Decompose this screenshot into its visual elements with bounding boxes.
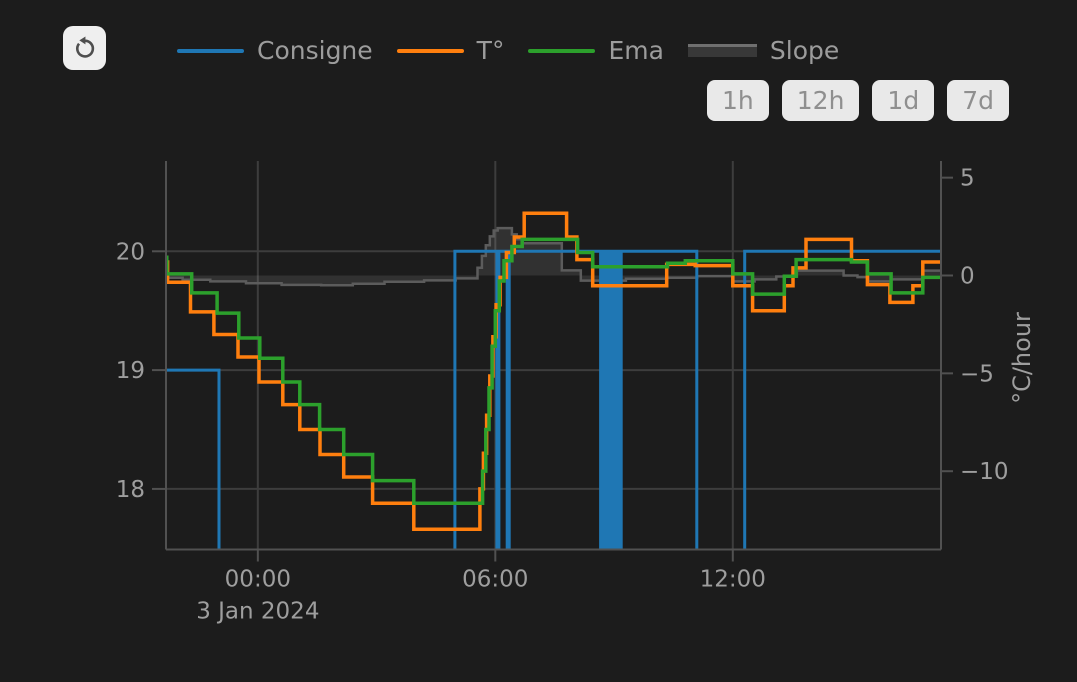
legend-label-consigne: Consigne <box>257 36 373 65</box>
range-button-1h[interactable]: 1h <box>707 80 769 121</box>
x-tick-label: 06:00 <box>462 567 528 593</box>
range-button-12h[interactable]: 12h <box>781 80 860 121</box>
range-button-1d[interactable]: 1d <box>872 80 935 121</box>
y-left-tick-label: 19 <box>116 358 145 384</box>
chart-legend: Consigne T° Ema Slope <box>177 38 863 63</box>
legend-label-ema: Ema <box>608 36 664 65</box>
x-tick-label: 00:00 <box>225 567 291 593</box>
trace-ema[interactable] <box>166 237 941 505</box>
tick-labels: 00:00 3 Jan 2024 06:00 12:00 20 19 18 5 0 −5 −10 <box>116 166 1009 625</box>
right-axis-title: °C/hour <box>1008 312 1036 404</box>
x-tick-date-label: 3 Jan 2024 <box>196 599 319 625</box>
trace-area-slope <box>166 228 941 286</box>
refresh-button[interactable] <box>63 26 106 70</box>
y-left-tick-label: 20 <box>116 239 145 265</box>
range-button-7d[interactable]: 7d <box>947 80 1009 121</box>
x-tick-label: 12:00 <box>700 567 766 593</box>
legend-swatch-consigne <box>177 48 244 53</box>
trace-consigne[interactable] <box>166 249 941 660</box>
trace-slope[interactable] <box>166 226 941 287</box>
legend-item-consigne[interactable]: Consigne <box>177 38 373 63</box>
y-left-tick-label: 18 <box>116 477 145 503</box>
range-buttons: 1h 12h 1d 7d <box>707 80 1009 121</box>
legend-item-temperature[interactable]: T° <box>396 36 505 65</box>
axis-lines <box>165 161 942 551</box>
legend-swatch-temperature <box>396 48 464 53</box>
y-right-tick-label: −5 <box>960 361 994 387</box>
legend-swatch-slope <box>687 44 757 57</box>
legend-item-ema[interactable]: Ema <box>528 36 664 65</box>
refresh-icon <box>75 36 94 58</box>
legend-swatch-ema <box>528 48 596 53</box>
legend-label-slope: Slope <box>769 36 840 65</box>
y-right-tick-label: 5 <box>960 166 975 192</box>
traces <box>166 211 941 660</box>
plot-area[interactable] <box>166 161 941 550</box>
chart-canvas[interactable]: 00:00 3 Jan 2024 06:00 12:00 20 19 18 5 0 −5 −10 <box>0 0 1077 660</box>
legend-label-temperature: T° <box>476 36 505 65</box>
legend-item-slope[interactable]: Slope <box>687 36 840 65</box>
y-right-tick-label: 0 <box>960 263 975 289</box>
y-right-tick-label: −10 <box>960 459 1009 485</box>
